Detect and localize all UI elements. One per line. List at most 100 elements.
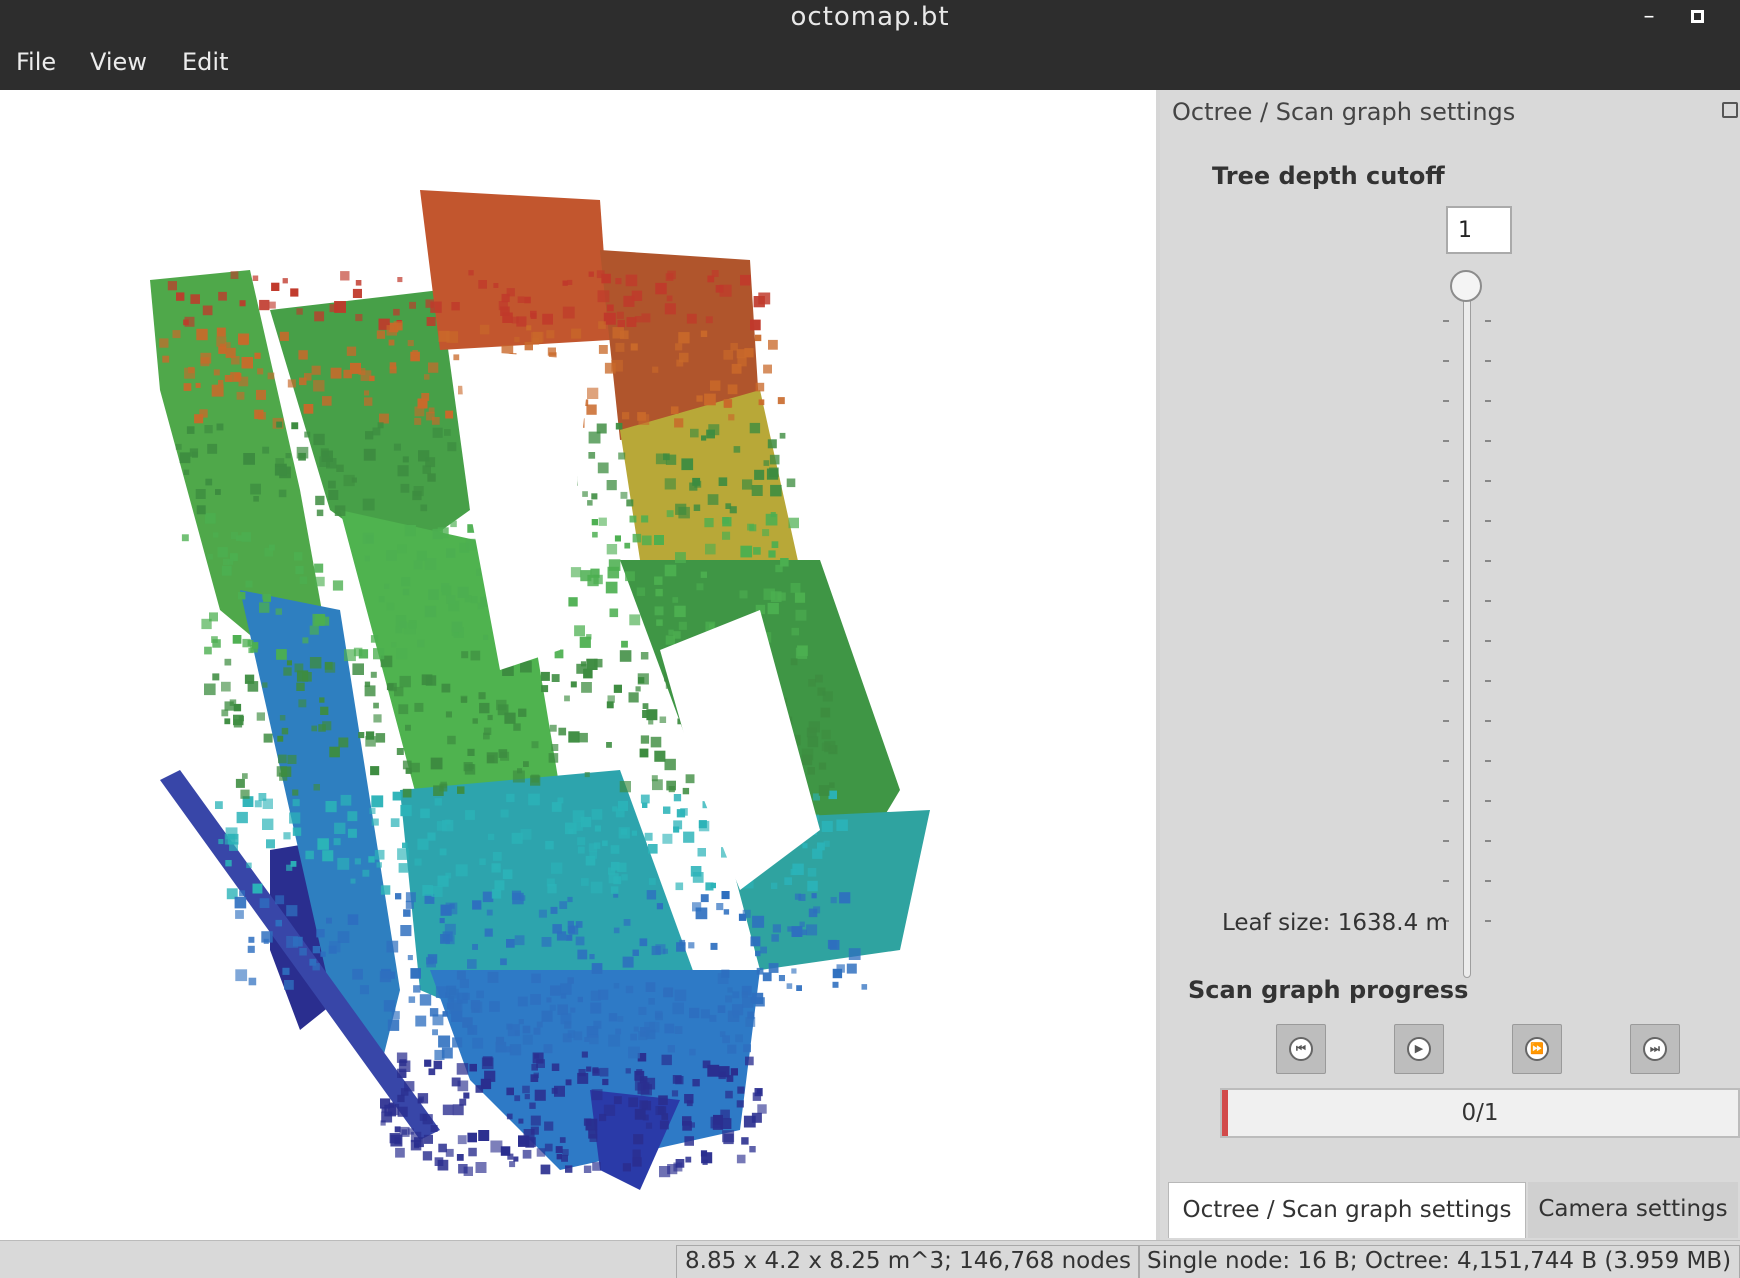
- voxel: [240, 789, 250, 799]
- voxel: [478, 692, 486, 700]
- voxel: [254, 352, 261, 359]
- first-scan-button[interactable]: ⏮: [1276, 1024, 1326, 1074]
- voxel: [531, 741, 539, 749]
- next-scan-button[interactable]: ⏩: [1512, 1024, 1562, 1074]
- voxel: [195, 489, 206, 499]
- voxel: [378, 596, 385, 603]
- voxel: [626, 317, 637, 327]
- voxel: [414, 858, 422, 866]
- voxel: [384, 583, 390, 589]
- voxel: [622, 412, 630, 420]
- voxel: [621, 874, 628, 881]
- menu-file[interactable]: File: [16, 48, 57, 76]
- 3d-viewport[interactable]: [0, 90, 1156, 1240]
- voxel: [488, 833, 495, 841]
- tree-depth-slider-handle[interactable]: [1450, 270, 1482, 302]
- voxel: [328, 945, 337, 954]
- voxel: [675, 343, 683, 351]
- voxel: [551, 802, 562, 812]
- voxel: [224, 701, 234, 711]
- voxel: [602, 840, 608, 847]
- voxel: [517, 996, 528, 1007]
- voxel: [607, 566, 620, 579]
- maximize-icon: [1690, 10, 1704, 23]
- voxel: [634, 1108, 646, 1120]
- voxel: [386, 940, 399, 953]
- play-button[interactable]: ▶: [1394, 1024, 1444, 1074]
- voxel: [334, 505, 346, 516]
- voxel: [337, 857, 350, 870]
- voxel: [808, 679, 816, 687]
- voxel: [689, 1122, 695, 1128]
- voxel: [253, 496, 259, 502]
- voxel: [470, 596, 478, 604]
- voxel: [425, 299, 434, 308]
- voxel: [502, 664, 514, 676]
- voxel: [678, 621, 687, 630]
- voxel: [742, 909, 751, 918]
- minimize-button[interactable]: –: [1643, 4, 1655, 29]
- voxel: [666, 295, 673, 302]
- voxel: [275, 458, 285, 467]
- voxel: [218, 380, 224, 386]
- voxel: [727, 1044, 737, 1054]
- slider-tick: [1485, 560, 1491, 562]
- tab-camera-settings[interactable]: Camera settings: [1528, 1182, 1738, 1238]
- voxel: [590, 568, 600, 578]
- tab-octree-settings[interactable]: Octree / Scan graph settings: [1168, 1182, 1526, 1238]
- voxel: [293, 552, 303, 561]
- skip-back-icon: ⏮: [1289, 1037, 1313, 1061]
- voxel: [296, 308, 303, 315]
- voxel: [651, 775, 658, 782]
- status-bar: 8.85 x 4.2 x 8.25 m^3; 146,768 nodes Sin…: [0, 1240, 1740, 1278]
- voxel: [325, 801, 337, 813]
- voxel: [606, 480, 617, 491]
- voxel: [638, 1006, 647, 1015]
- voxel: [410, 351, 420, 362]
- menu-edit[interactable]: Edit: [182, 48, 229, 76]
- voxel: [679, 939, 686, 946]
- voxel: [490, 1140, 503, 1153]
- voxel: [717, 1005, 726, 1013]
- tree-depth-spinbox[interactable]: 1: [1446, 206, 1512, 254]
- voxel: [730, 1068, 738, 1076]
- voxel: [632, 533, 642, 543]
- voxel: [664, 564, 677, 577]
- last-scan-button[interactable]: ⏭: [1630, 1024, 1680, 1074]
- voxel: [456, 1154, 464, 1161]
- voxel: [239, 300, 246, 307]
- voxel: [400, 804, 412, 817]
- voxel: [445, 935, 455, 945]
- voxel: [459, 978, 469, 989]
- dock-float-icon[interactable]: [1722, 102, 1738, 118]
- voxel: [223, 558, 230, 565]
- slider-tick: [1443, 880, 1449, 882]
- menu-view[interactable]: View: [90, 48, 147, 76]
- voxel: [577, 846, 585, 854]
- voxel: [615, 342, 625, 352]
- voxel: [417, 398, 428, 409]
- voxel: [718, 1066, 730, 1078]
- play-icon: ▶: [1407, 1037, 1431, 1061]
- maximize-button[interactable]: [1682, 2, 1712, 32]
- tree-depth-slider-track[interactable]: [1463, 280, 1471, 978]
- voxel: [817, 842, 825, 851]
- voxel: [586, 1026, 599, 1038]
- voxel: [730, 343, 738, 351]
- voxel: [612, 327, 624, 339]
- voxel: [690, 866, 702, 877]
- voxel: [613, 927, 620, 934]
- voxel: [667, 270, 676, 280]
- voxel: [447, 996, 455, 1003]
- voxel: [630, 343, 638, 351]
- voxel: [608, 867, 616, 875]
- voxel: [689, 1007, 700, 1019]
- voxel: [570, 681, 577, 688]
- voxel: [670, 406, 679, 414]
- voxel: [722, 531, 731, 540]
- voxel: [621, 640, 628, 648]
- octomap-point-cloud[interactable]: [0, 90, 1156, 1240]
- voxel: [248, 977, 257, 986]
- voxel: [682, 1121, 692, 1131]
- voxel-top-red: [420, 190, 610, 350]
